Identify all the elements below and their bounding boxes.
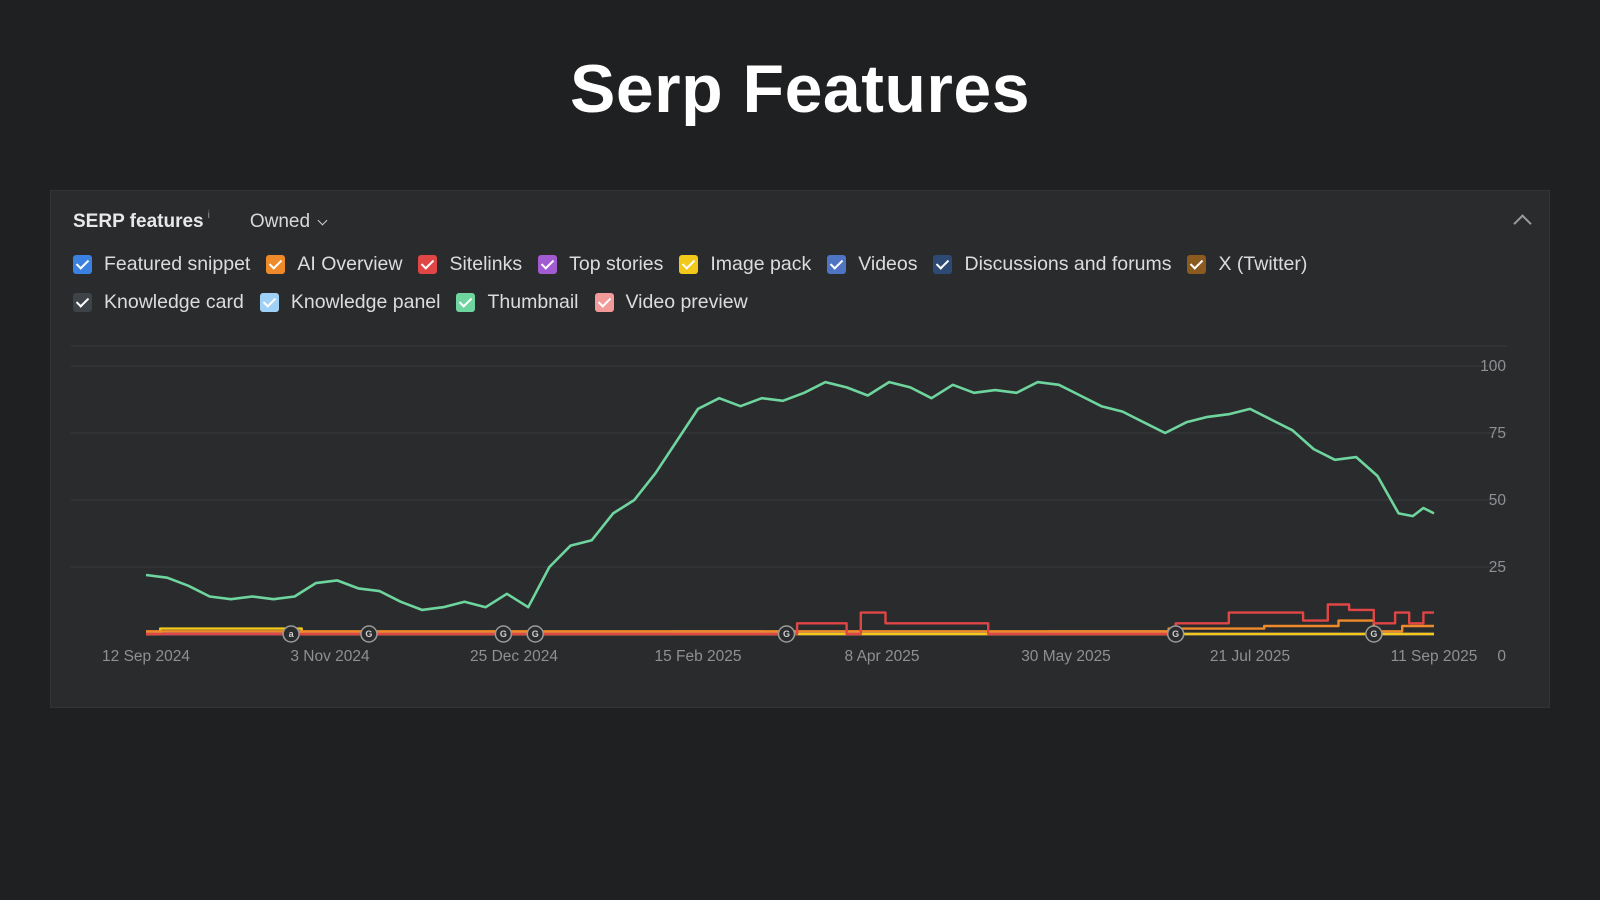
event-marker-circle [360,625,378,643]
legend-item-x-twitter[interactable]: X (Twitter) [1187,253,1307,275]
legend-checkbox-thumbnail[interactable] [456,292,476,312]
event-marker[interactable]: G [1166,625,1185,643]
y-tick-label: 100 [1480,358,1506,375]
event-marker-label: G [1172,629,1179,639]
legend-item-knowledge-card[interactable]: Knowledge card [73,291,244,313]
legend-checkbox-ai-overview[interactable] [266,254,286,274]
legend-item-thumbnail[interactable]: Thumbnail [456,290,579,313]
event-marker-label: a [289,629,295,639]
legend-checkbox-discussions-and-forums[interactable] [933,254,953,274]
legend-checkbox-knowledge-panel[interactable] [259,292,279,312]
event-marker-circle [526,625,544,643]
legend-item-videos[interactable]: Videos [827,253,917,275]
legend-checkbox-sitelinks[interactable] [418,254,438,274]
serp-features-panel: SERP features i Owned Featured snippet AI… [50,190,1550,708]
event-marker-circle [777,625,796,643]
event-marker-circle [1166,625,1185,643]
x-tick-label: 3 Nov 2024 [290,648,370,665]
legend-label: Videos [858,252,918,275]
panel-header: SERP features i Owned [73,209,328,233]
legend-item-discussions-and-forums[interactable]: Discussions and forums [933,253,1171,275]
event-marker[interactable]: G [1365,625,1383,643]
event-marker[interactable]: G [360,625,378,643]
x-tick-label: 15 Feb 2025 [654,648,741,665]
legend-label: Knowledge panel [290,290,441,313]
y-tick-label: 0 [1497,648,1506,665]
legend-label: Discussions and forums [964,252,1172,275]
legend-item-top-stories[interactable]: Top stories [538,253,663,275]
x-tick-label: 30 May 2025 [1021,648,1111,665]
legend-checkbox-knowledge-card[interactable] [73,292,92,312]
event-marker-label: G [1370,629,1377,639]
legend-checkbox-x-twitter[interactable] [1187,254,1207,274]
x-tick-label: 11 Sep 2025 [1391,648,1478,665]
legend-label: Video preview [625,290,748,313]
legend-checkbox-video-preview[interactable] [594,292,614,312]
legend-label: Thumbnail [487,290,579,313]
panel-title: SERP features [73,211,204,232]
event-marker[interactable]: G [494,625,513,643]
x-tick-label: 12 Sep 2024 [102,648,190,665]
legend-label: Knowledge card [104,290,244,313]
y-tick-label: 50 [1489,492,1507,509]
event-marker[interactable]: G [526,625,544,643]
x-tick-label: 25 Dec 2024 [470,648,558,665]
event-marker-circle [282,625,300,643]
legend-checkbox-top-stories[interactable] [538,254,558,274]
owned-filter-value: Owned [249,211,311,232]
legend-label: X (Twitter) [1218,252,1308,275]
legend-label: Featured snippet [104,252,251,275]
event-marker-circle [1365,625,1383,643]
legend-item-knowledge-panel[interactable]: Knowledge panel [259,290,441,313]
event-marker-label: G [500,629,507,639]
legend-checkbox-featured-snippet[interactable] [73,254,92,274]
event-marker[interactable]: a [282,625,300,643]
x-tick-label: 21 Jul 2025 [1210,648,1290,665]
legend-label: AI Overview [297,252,403,275]
event-marker-label: G [532,629,539,639]
legend-item-image-pack[interactable]: Image pack [679,253,811,275]
info-icon[interactable]: i [207,209,210,221]
legend-item-ai-overview[interactable]: AI Overview [266,253,402,275]
x-tick-label: 8 Apr 2025 [845,648,920,665]
owned-filter-dropdown[interactable]: Owned [249,211,328,233]
legend: Featured snippet AI Overview Sitelinks Top … [73,253,1493,313]
legend-label: Top stories [569,252,664,275]
event-marker-circle [494,625,513,643]
legend-item-sitelinks[interactable]: Sitelinks [418,253,522,275]
legend-label: Image pack [710,252,812,275]
legend-label: Sitelinks [449,252,523,275]
event-marker-label: G [365,629,372,639]
y-tick-label: 25 [1489,559,1506,576]
legend-item-video-preview[interactable]: Video preview [594,290,748,313]
page-title: Serp Features [569,51,1031,127]
legend-checkbox-videos[interactable] [827,254,847,274]
serp-features-chart: 100 75 50 25 0 12 Sep 2024 3 Nov 2024 25 Dec 20… [71,345,1507,665]
event-marker-label: G [783,629,790,639]
y-tick-label: 75 [1489,425,1506,442]
series-line-thumbnail [145,380,1435,612]
series-line-sitelinks [146,603,1434,636]
legend-item-featured-snippet[interactable]: Featured snippet [73,253,250,275]
legend-checkbox-image-pack[interactable] [679,254,699,274]
event-marker[interactable]: G [777,625,796,643]
